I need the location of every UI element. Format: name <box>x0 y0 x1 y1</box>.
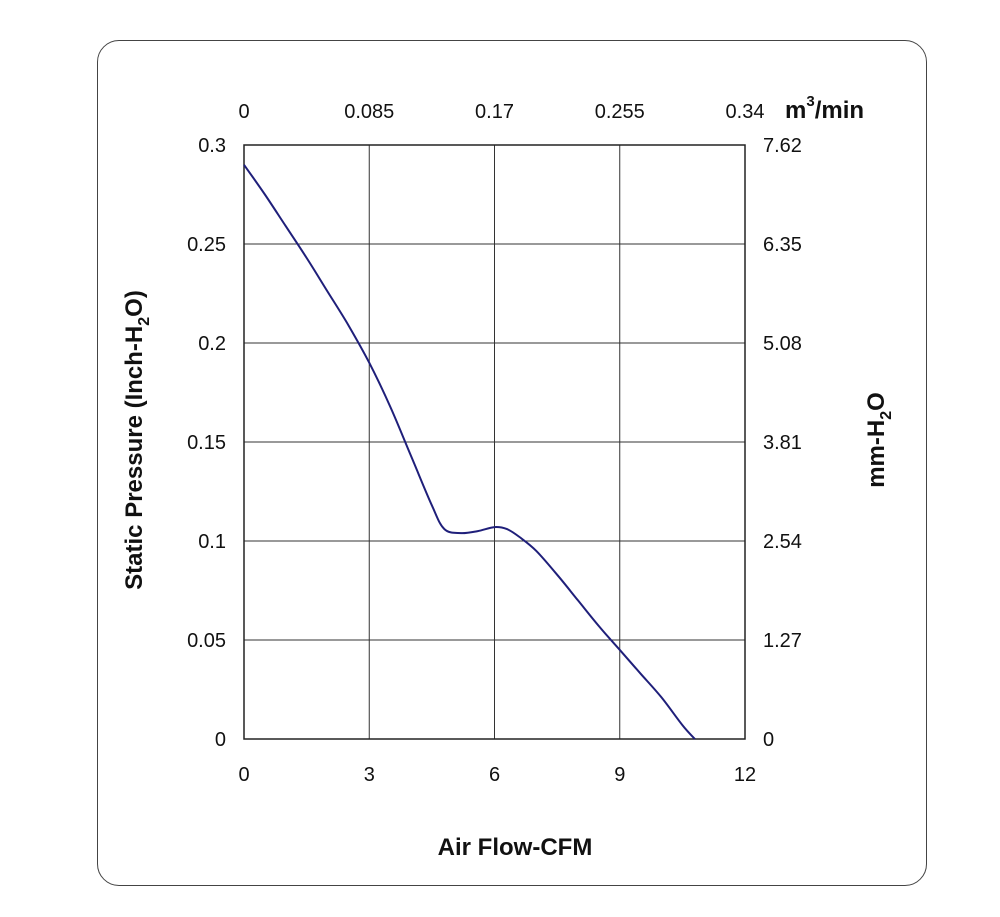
y-axis-title-main: Static Pressure (Inch-H <box>121 326 148 590</box>
y-tick-label: 0.3 <box>198 135 226 157</box>
x2-axis-title-end: /min <box>815 97 864 124</box>
x-tick-label: 9 <box>614 764 625 786</box>
y-tick-label: 0 <box>215 729 226 751</box>
y-axis-title-end: O) <box>121 290 148 317</box>
chart-frame <box>97 40 927 886</box>
y-tick-label: 0.25 <box>187 234 226 256</box>
x-tick-label: 12 <box>734 764 756 786</box>
y-tick-label: 0.2 <box>198 333 226 355</box>
y2-tick-label: 0 <box>763 729 774 751</box>
y2-tick-label: 5.08 <box>763 333 802 355</box>
x2-axis-title: m3/min <box>785 93 864 124</box>
y2-tick-label: 3.81 <box>763 432 802 454</box>
y-tick-label: 0.1 <box>198 531 226 553</box>
y2-tick-label: 6.35 <box>763 234 802 256</box>
x2-tick-label: 0.085 <box>344 101 394 123</box>
x-tick-label: 6 <box>489 764 500 786</box>
y2-tick-label: 7.62 <box>763 135 802 157</box>
y2-tick-label: 2.54 <box>763 531 802 553</box>
y2-tick-label: 1.27 <box>763 630 802 652</box>
grid-lines <box>244 145 745 739</box>
y2-axis-title-main: mm-H <box>863 420 890 488</box>
x-tick-label: 3 <box>364 764 375 786</box>
y-tick-label: 0.15 <box>187 432 226 454</box>
y-tick-label: 0.05 <box>187 630 226 652</box>
y-axis-title: Static Pressure (Inch-H2O) <box>121 290 153 590</box>
pq-curve-line <box>243 164 696 740</box>
series-group <box>243 164 696 740</box>
tick-labels: 0 3 6 9 12 0 0.085 0.17 0.255 0.34 0 0.05 0.1 0.15 0.2… <box>187 101 802 786</box>
plot-area-border <box>243 144 746 740</box>
x2-axis-title-main: m <box>785 97 806 124</box>
y2-axis-title-end: O <box>863 392 890 411</box>
x2-tick-label: 0.34 <box>726 101 765 123</box>
y2-axis-title-sub: 2 <box>878 411 895 420</box>
x2-tick-label: 0.17 <box>475 101 514 123</box>
y-axis-title-sub: 2 <box>136 317 153 326</box>
y2-axis-title: mm-H2O <box>863 392 895 488</box>
x-tick-label: 0 <box>238 764 249 786</box>
x-axis-title: Air Flow-CFM <box>438 834 593 861</box>
x2-tick-label: 0 <box>238 101 249 123</box>
x2-tick-label: 0.255 <box>595 101 645 123</box>
x2-axis-title-sup: 3 <box>806 93 814 110</box>
